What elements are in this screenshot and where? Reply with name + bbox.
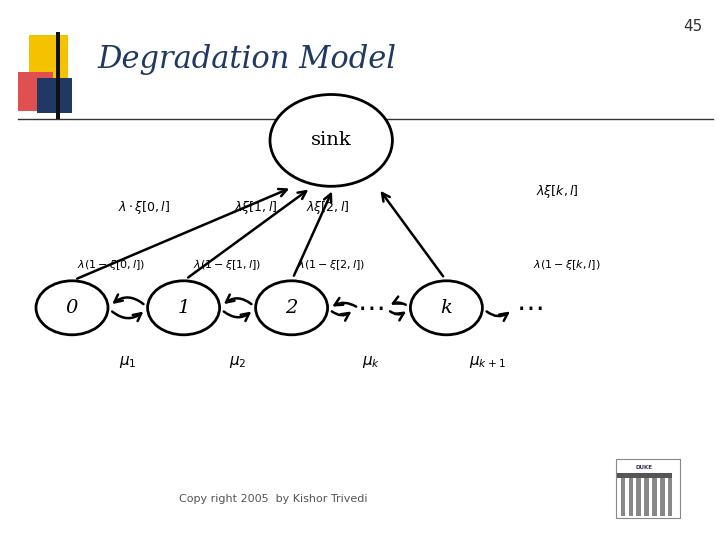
Text: $\lambda\xi[1,l]$: $\lambda\xi[1,l]$ <box>234 199 277 217</box>
Text: $\mu_2$: $\mu_2$ <box>229 354 246 370</box>
Ellipse shape <box>270 94 392 186</box>
Ellipse shape <box>256 281 328 335</box>
Text: DUKE: DUKE <box>636 464 653 470</box>
Ellipse shape <box>148 281 220 335</box>
Text: k: k <box>441 299 452 317</box>
Bar <box>636 478 641 516</box>
Text: $\mu_{k+1}$: $\mu_{k+1}$ <box>469 354 506 370</box>
Bar <box>621 478 625 516</box>
Bar <box>29 35 68 84</box>
Text: Degradation Model: Degradation Model <box>97 44 396 75</box>
Text: 45: 45 <box>683 19 702 34</box>
Text: 1: 1 <box>177 299 190 317</box>
Ellipse shape <box>410 281 482 335</box>
Text: $\lambda(1-\xi[1,l])$: $\lambda(1-\xi[1,l])$ <box>193 258 261 272</box>
Bar <box>660 478 665 516</box>
Text: $\lambda\xi[k,l]$: $\lambda\xi[k,l]$ <box>536 183 579 200</box>
Text: $\lambda\xi[2,l]$: $\lambda\xi[2,l]$ <box>306 199 349 217</box>
Bar <box>18 72 53 111</box>
Bar <box>652 478 657 516</box>
Text: 2: 2 <box>285 299 298 317</box>
Text: $\cdots$: $\cdots$ <box>516 294 542 322</box>
Text: sink: sink <box>311 131 351 150</box>
Text: $\lambda(1-\xi[0,l])$: $\lambda(1-\xi[0,l])$ <box>78 258 145 272</box>
Bar <box>37 78 72 113</box>
Bar <box>56 32 60 119</box>
Ellipse shape <box>36 281 108 335</box>
Text: $\mu_1$: $\mu_1$ <box>119 354 137 370</box>
Text: $\lambda \cdot \xi[0,l]$: $\lambda \cdot \xi[0,l]$ <box>118 199 170 217</box>
Text: 0: 0 <box>66 299 78 317</box>
Text: $\mu_k$: $\mu_k$ <box>361 354 380 370</box>
Bar <box>644 478 649 516</box>
Bar <box>629 478 633 516</box>
Bar <box>617 472 672 478</box>
Bar <box>668 478 672 516</box>
Text: Copy right 2005  by Kishor Trivedi: Copy right 2005 by Kishor Trivedi <box>179 495 368 504</box>
Text: $\lambda(1-\xi[k,l])$: $\lambda(1-\xi[k,l])$ <box>533 258 600 272</box>
Text: $\cdots$: $\cdots$ <box>358 294 384 322</box>
Text: $\lambda(1-\xi[2,l])$: $\lambda(1-\xi[2,l])$ <box>297 258 365 272</box>
Bar <box>616 459 680 518</box>
